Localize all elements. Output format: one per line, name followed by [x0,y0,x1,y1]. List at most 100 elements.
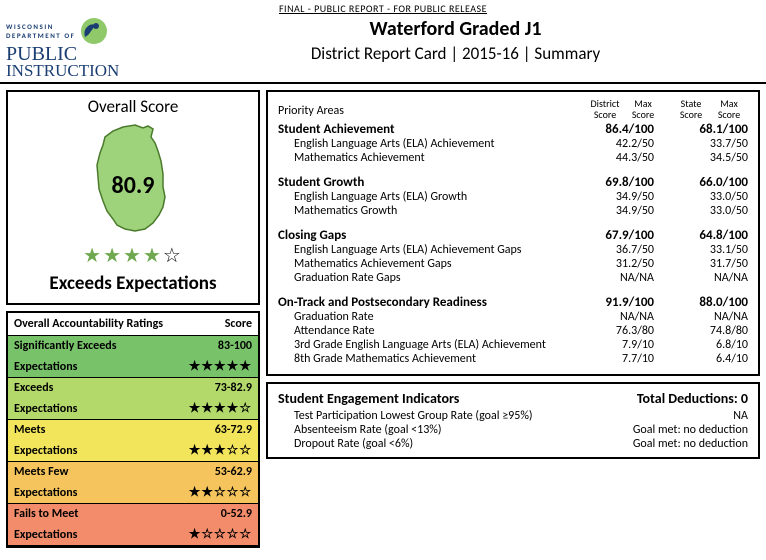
rating-stars: ★☆☆☆☆ [178,524,258,546]
sub-row-district: 76.3/80 [576,324,654,338]
engagement-value: Goal met: no deduction [633,423,748,437]
ratings-row: Expectations★★★☆☆ [8,440,258,462]
overall-rating-label: Exceeds Expectations [8,272,258,295]
rating-score: 73-82.9 [178,378,258,399]
priority-sub-row: 8th Grade Mathematics Achievement7.7/10 6… [278,352,748,366]
priority-section: Closing Gaps67.9/10064.8/100English Lang… [278,228,748,285]
sub-row-label: Attendance Rate [294,324,576,338]
ratings-row: Expectations★★☆☆☆ [8,482,258,504]
district-name: Waterford Graded J1 [151,17,760,41]
rating-name: Significantly Exceeds [8,336,178,357]
priority-sub-row: Mathematics Growth34.9/50 33.0/50 [278,204,748,218]
engagement-row: Dropout Rate (goal <6%)Goal met: no dedu… [278,437,748,451]
sub-row-state: 34.5/50 [670,151,748,165]
ratings-legend-panel: Overall Accountability Ratings Score Sig… [6,311,260,548]
rating-score: 83-100 [178,336,258,357]
priority-section: Student Growth69.8/10066.0/100English La… [278,175,748,218]
sub-row-state: NA/NA [670,271,748,285]
engagement-row: Absenteeism Rate (goal <13%)Goal met: no… [278,423,748,437]
ratings-row: Exceeds73-82.9 [8,378,258,399]
sub-row-district: 42.2/50 [576,137,654,151]
ratings-header-score: Score [178,313,258,336]
sub-row-state: 31.7/50 [670,257,748,271]
sub-row-district: 31.2/50 [576,257,654,271]
sub-row-label: Mathematics Achievement [294,151,576,165]
sub-row-state: 74.8/80 [670,324,748,338]
sub-row-label: Graduation Rate Gaps [294,271,576,285]
sub-row-label: Mathematics Growth [294,204,576,218]
rating-name-2: Expectations [8,440,178,462]
priority-sub-row: Graduation Rate GapsNA/NANA/NA [278,271,748,285]
rating-name-2: Expectations [8,356,178,378]
rating-stars: ★★★★☆ [178,398,258,420]
rating-name: Meets Few [8,462,178,483]
sub-row-label: English Language Arts (ELA) Growth [294,190,576,204]
sub-row-district: 7.7/10 [576,352,654,366]
priority-sub-row: English Language Arts (ELA) Achievement … [278,243,748,257]
overall-score-title: Overall Score [8,96,258,117]
ratings-row: Expectations★★★★☆ [8,398,258,420]
sub-row-label: English Language Arts (ELA) Achievement [294,137,576,151]
priority-header-label: Priority Areas [278,104,586,120]
section-district-score: 86.4/100 [576,122,654,137]
rating-stars: ★★★☆☆ [178,440,258,462]
sub-row-state: 33.0/50 [670,204,748,218]
rating-name-2: Expectations [8,524,178,546]
overall-score-value: 80.9 [73,171,193,200]
priority-sub-row: English Language Arts (ELA) Achievement4… [278,137,748,151]
priority-sub-row: Mathematics Achievement Gaps31.2/5031.7/… [278,257,748,271]
col-district-score: DistrictScore [586,98,624,120]
priority-areas-panel: Priority Areas DistrictScore MaxScore St… [266,90,760,376]
sub-row-state: NA/NA [670,310,748,324]
priority-sub-row: 3rd Grade English Language Arts (ELA) Ac… [278,338,748,352]
sub-row-district: 36.7/50 [576,243,654,257]
sub-row-label: 8th Grade Mathematics Achievement [294,352,576,366]
priority-section: Student Achievement86.4/10068.1/100Engli… [278,122,748,165]
col-state-score: StateScore [672,98,710,120]
col-max-score-2: MaxScore [710,98,748,120]
ratings-row: Significantly Exceeds83-100 [8,336,258,357]
total-deductions: Total Deductions: 0 [637,390,748,407]
priority-sub-row: English Language Arts (ELA) Growth34.9/5… [278,190,748,204]
report-subtitle: District Report Card | 2015-16 | Summary [151,43,760,64]
sub-row-state: 33.7/50 [670,137,748,151]
rating-score: 63-72.9 [178,420,258,441]
engagement-label: Test Participation Lowest Group Rate (go… [294,409,733,423]
ratings-row: Meets Few53-62.9 [8,462,258,483]
section-title: Closing Gaps [278,228,576,243]
overall-stars: ★★★★☆ [8,243,258,268]
section-title: Student Achievement [278,122,576,137]
engagement-label: Dropout Rate (goal <6%) [294,437,633,451]
dpi-logo-icon [77,17,107,45]
sub-row-district: 7.9/10 [576,338,654,352]
sub-row-district: 44.3/50 [576,151,654,165]
priority-sub-row: Graduation RateNA/NANA/NA [278,310,748,324]
sub-row-state: 6.8/10 [670,338,748,352]
rating-stars: ★★★★★ [178,356,258,378]
engagement-label: Absenteeism Rate (goal <13%) [294,423,633,437]
priority-section: On-Track and Postsecondary Readiness91.9… [278,295,748,366]
ratings-row: Expectations★★★★★ [8,356,258,378]
sub-row-district: 34.9/50 [576,204,654,218]
section-state-score: 64.8/100 [670,228,748,243]
rating-score: 0-52.9 [178,504,258,525]
rating-name: Fails to Meet [8,504,178,525]
rating-name: Meets [8,420,178,441]
overall-score-panel: Overall Score 80.9 ★★★★☆ Exceeds Expecta… [6,90,260,305]
section-district-score: 91.9/100 [576,295,654,310]
sub-row-label: 3rd Grade English Language Arts (ELA) Ac… [294,338,576,352]
engagement-value: NA [733,409,748,423]
sub-row-state: 6.4/10 [670,352,748,366]
sub-row-label: English Language Arts (ELA) Achievement … [294,243,576,257]
logo-line2: DEPARTMENT OF [6,31,75,40]
engagement-panel: Student Engagement Indicators Total Dedu… [266,382,760,459]
priority-sub-row: Attendance Rate76.3/80 74.8/80 [278,324,748,338]
sub-row-district: NA/NA [576,271,654,285]
sub-row-state: 33.1/50 [670,243,748,257]
section-district-score: 69.8/100 [576,175,654,190]
release-banner: FINAL - PUBLIC REPORT - FOR PUBLIC RELEA… [0,0,766,15]
priority-sub-row: Mathematics Achievement44.3/50 34.5/50 [278,151,748,165]
report-header: WISCONSIN DEPARTMENT OF PUBLIC INSTRUCTI… [0,15,766,84]
sub-row-label: Graduation Rate [294,310,576,324]
section-state-score: 66.0/100 [670,175,748,190]
